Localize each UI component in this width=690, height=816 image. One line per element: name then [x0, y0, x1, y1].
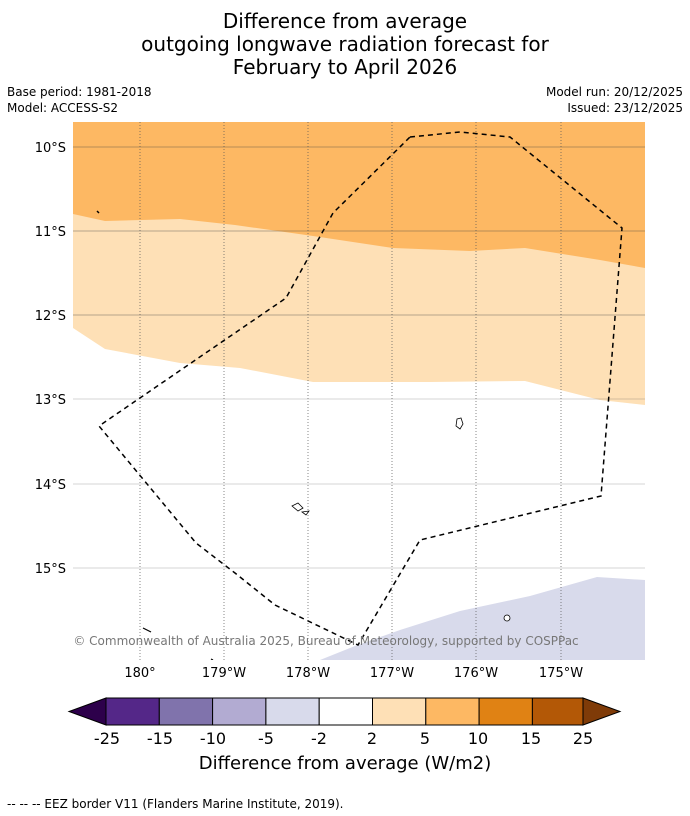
grid-lines [73, 122, 645, 660]
colorbar-extend-high [582, 697, 622, 726]
title-line-1: Difference from average [222, 9, 468, 33]
colorbar-tick: 5 [419, 729, 431, 748]
lon-label: 177°W [370, 666, 414, 681]
title-line-3: February to April 2026 [232, 55, 458, 79]
lat-label: 13°S [35, 393, 66, 408]
colorbar-tick: 25 [572, 729, 594, 748]
lon-label: 179°W [202, 666, 246, 681]
colorbar-extend-low [67, 697, 107, 726]
colorbar-swatch [212, 697, 267, 726]
colorbar-swatch [105, 697, 160, 726]
island-small-east [503, 614, 511, 622]
lat-label: 11°S [35, 225, 66, 240]
eez-border [97, 131, 623, 646]
anomaly-region-5-to-10 [73, 122, 645, 268]
colorbar [67, 697, 622, 726]
map-panel: © Commonwealth of Australia 2025, Bureau… [73, 122, 645, 660]
lat-label: 14°S [35, 478, 66, 493]
title-line-2: outgoing longwave radiation forecast for [141, 32, 549, 56]
colorbar-label: Difference from average (W/m2) [198, 753, 492, 774]
lon-label: 176°W [454, 666, 498, 681]
issued-date: Issued: 23/12/2025 [567, 101, 683, 115]
colorbar-swatch [372, 697, 427, 726]
colorbar-swatch [425, 697, 480, 726]
lon-label: 180° [124, 666, 155, 681]
island-wallis [455, 417, 464, 430]
model-run: Model run: 20/12/2025 [545, 85, 683, 99]
colorbar-tick: 2 [366, 729, 378, 748]
colorbar-tick: -2 [311, 729, 327, 748]
lat-label: 10°S [35, 141, 66, 156]
lon-label: 178°W [286, 666, 330, 681]
colorbar-swatch [158, 697, 214, 726]
anomaly-region-minus5-to-minus2 [320, 577, 645, 660]
copyright-text: © Commonwealth of Australia 2025, Bureau… [73, 634, 578, 648]
footnote-eez: -- -- -- EEZ border V11 (Flanders Marine… [7, 797, 344, 811]
islet-mark [96, 210, 100, 214]
island-small-south [210, 658, 214, 660]
base-period: Base period: 1981-2018 [7, 85, 152, 99]
lat-label: 12°S [35, 309, 66, 324]
colorbar-swatch [265, 697, 320, 726]
lat-label: 15°S [35, 562, 66, 577]
colorbar-swatch [478, 697, 533, 726]
colorbar-tick: 15 [520, 729, 542, 748]
longitude-labels: 180° 179°W 178°W 177°W 176°W 175°W [124, 666, 583, 681]
colorbar-tick: -5 [258, 729, 274, 748]
colorbar-swatch [531, 697, 584, 726]
colorbar-tick: 10 [467, 729, 489, 748]
island-futuna [291, 502, 304, 512]
colorbar-tick: -10 [199, 729, 227, 748]
colorbar-tick: -25 [93, 729, 121, 748]
colorbar-swatch [318, 697, 374, 726]
colorbar-tick: -15 [146, 729, 174, 748]
latitude-labels: 10°S 11°S 12°S 13°S 14°S 15°S [35, 141, 66, 577]
island-alofi [300, 510, 310, 516]
island-small-west [142, 627, 152, 633]
model-name: Model: ACCESS-S2 [7, 101, 119, 115]
lon-label: 175°W [539, 666, 583, 681]
